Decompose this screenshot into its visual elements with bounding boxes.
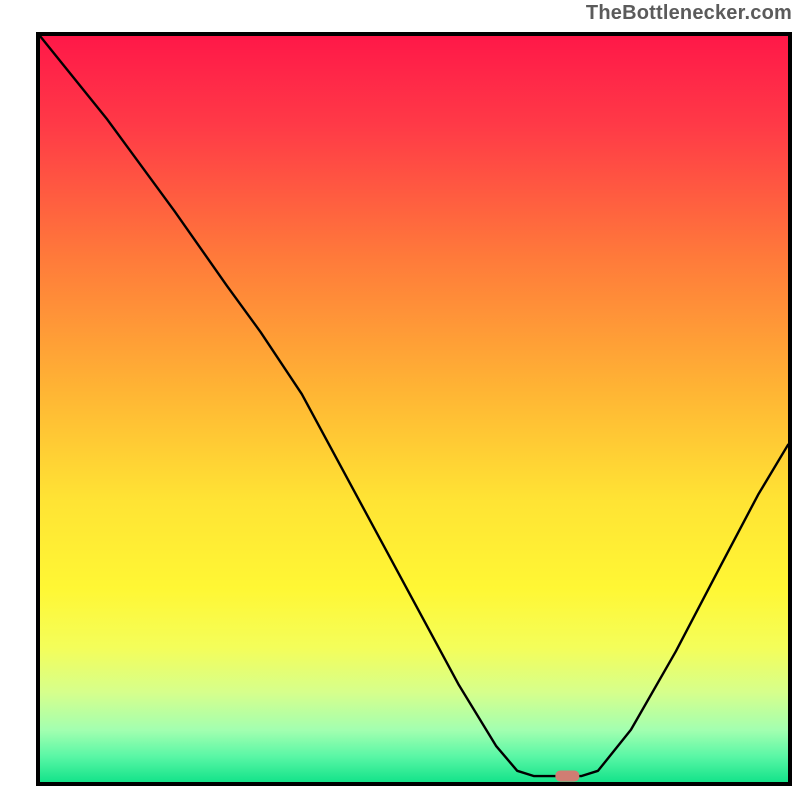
optimal-marker [555, 770, 579, 781]
plot-background [40, 36, 788, 782]
watermark-text: TheBottlenecker.com [586, 2, 792, 25]
chart-canvas: TheBottlenecker.com [0, 0, 800, 800]
plot-svg [36, 32, 792, 786]
plot-area [36, 32, 792, 786]
